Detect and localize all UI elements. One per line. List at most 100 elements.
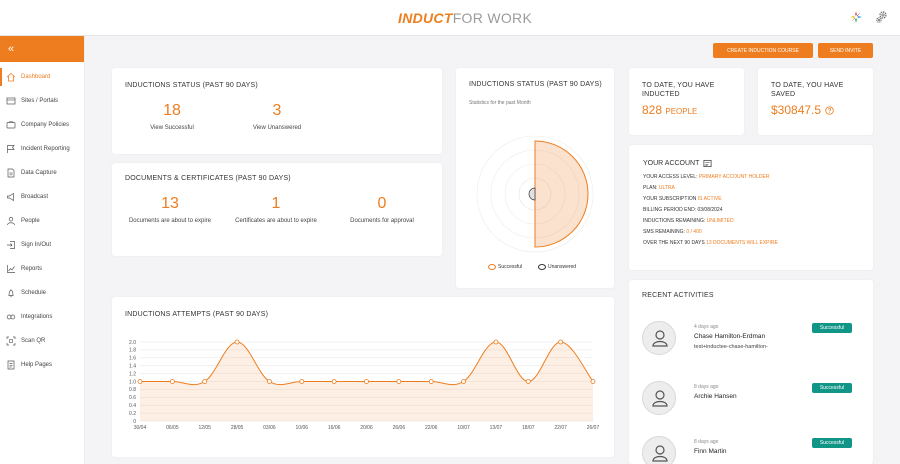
sidebar-item-scan-qr[interactable]: Scan QR — [0, 332, 85, 350]
activity-item[interactable]: 4 days ago Chase Hamilton-Erdman test+in… — [629, 321, 873, 371]
y-tick-label: 2.0 — [129, 340, 136, 346]
create-induction-course-button[interactable]: CREATE INDUCTION COURSE — [713, 43, 813, 58]
send-invite-button[interactable]: SEND INVITE — [818, 43, 873, 58]
legend-successful[interactable]: Successful — [488, 264, 522, 270]
x-tick-label: 18/07 — [522, 425, 535, 431]
unanswered-segment[interactable] — [528, 187, 536, 201]
top-bar: INDUCTFOR WORK — [0, 0, 900, 36]
logo: INDUCTFOR WORK — [398, 10, 533, 26]
sidebar-item-policies[interactable]: Company Policies — [0, 116, 85, 134]
sidebar-item-help[interactable]: Help Pages — [0, 356, 85, 374]
sidebar-item-incident[interactable]: Incident Reporting — [0, 140, 85, 158]
inductions-attempts-card: INDUCTIONS ATTEMPTS (PAST 90 DAYS) 0 0.2 0… — [112, 297, 614, 457]
user-icon — [652, 390, 668, 407]
card-title: DOCUMENTS & CERTIFICATES (PAST 90 DAYS) — [125, 175, 291, 182]
documents-approval-label: Documents for approval — [350, 218, 414, 224]
activity-item[interactable]: 8 days ago Finn Martin Successful — [629, 436, 873, 464]
sidebar-item-label: Dashboard — [21, 74, 51, 80]
view-successful-link[interactable]: View Successful — [150, 125, 194, 131]
x-tick-label: 03/06 — [263, 425, 276, 431]
y-tick-label: 0.4 — [129, 403, 136, 409]
y-tick-label: 0.8 — [129, 387, 136, 393]
legend-swatch-successful — [488, 264, 496, 270]
home-icon — [6, 72, 16, 82]
help-icon — [7, 360, 15, 370]
successful-count: 18 — [163, 102, 181, 119]
settings-gear-icon[interactable] — [874, 9, 890, 25]
legend-unanswered[interactable]: Unanswered — [538, 264, 576, 270]
x-tick-label: 26/06 — [393, 425, 406, 431]
view-unanswered-link[interactable]: View Unanswered — [252, 125, 302, 131]
sidebar-item-sign-in-out[interactable]: Sign In/Out — [0, 236, 85, 254]
data-point — [525, 379, 531, 384]
x-tick-label: 10/06 — [296, 425, 309, 431]
y-tick-label: 1.4 — [129, 364, 136, 370]
saved-value: $30847.5 — [771, 103, 834, 117]
billing-line: BILLING PERIOD END: 03/08/2024 — [643, 207, 723, 213]
x-tick-label: 16/06 — [328, 425, 341, 431]
x-tick-label: 13/07 — [490, 425, 503, 431]
polar-area-chart — [476, 135, 594, 253]
sidebar-item-people[interactable]: People — [0, 212, 85, 230]
sidebar-item-schedule[interactable]: Schedule — [0, 284, 85, 302]
successful-segment[interactable] — [534, 140, 589, 248]
view-successful-stat[interactable]: 18 View Successful — [132, 102, 212, 133]
sidebar-item-dashboard[interactable]: Dashboard — [0, 68, 85, 86]
integrations-icon — [6, 314, 16, 320]
sidebar-item-label: Sign In/Out — [21, 242, 52, 248]
y-tick-label: 0 — [133, 419, 136, 425]
certificates-expire-label: Certificates are about to expire — [235, 218, 317, 224]
sidebar-item-label: Incident Reporting — [21, 146, 70, 152]
access-level-line: YOUR ACCESS LEVEL: PRIMARY ACCOUNT HOLDE… — [643, 174, 770, 180]
documents-expire-count: 13 — [161, 195, 179, 212]
help-circle-icon[interactable] — [825, 105, 834, 115]
card-title: RECENT ACTIVITIES — [642, 292, 714, 299]
qr-icon — [6, 336, 16, 346]
account-card: YOUR ACCOUNT YOUR ACCESS LEVEL: PRIMARY … — [629, 145, 873, 270]
unanswered-count: 3 — [272, 102, 282, 119]
x-tick-label: 12/05 — [198, 425, 211, 431]
documents-expire-stat[interactable]: 13 Documents are about to expire — [124, 195, 216, 226]
sidebar-item-label: Schedule — [21, 290, 47, 296]
activity-email: test+inductee-chase-hamilton- — [694, 344, 768, 350]
sidebar-item-data-capture[interactable]: Data Capture — [0, 164, 85, 182]
user-icon — [652, 445, 668, 462]
y-tick-label: 1.6 — [129, 356, 136, 362]
sidebar-item-label: Reports — [21, 266, 43, 272]
account-card-icon — [703, 159, 712, 168]
documents-approval-stat[interactable]: 0 Documents for approval — [336, 195, 428, 226]
avatar — [642, 436, 676, 464]
y-tick-label: 1.0 — [129, 379, 136, 385]
y-tick-label: 0.2 — [129, 411, 136, 417]
data-capture-icon — [7, 168, 15, 178]
sidebar-item-reports[interactable]: Reports — [0, 260, 85, 278]
incident-icon — [7, 145, 15, 153]
y-tick-label: 1.2 — [129, 371, 136, 377]
sidebar-collapse-button[interactable]: « — [0, 36, 84, 62]
sign-in-out-icon — [7, 241, 15, 249]
sidebar-item-broadcast[interactable]: Broadcast — [0, 188, 85, 206]
activity-item[interactable]: 8 days ago Archie Hansen Successful — [629, 381, 873, 431]
sidebar-item-sites[interactable]: Sites / Portals — [0, 92, 85, 110]
legend-swatch-unanswered — [538, 264, 546, 270]
activity-name: Chase Hamilton-Erdman — [694, 333, 766, 340]
y-tick-label: 0.6 — [129, 395, 136, 401]
company-logo-icon[interactable] — [848, 9, 864, 25]
sidebar-item-label: Company Policies — [21, 122, 70, 128]
status-badge: Successful — [812, 323, 852, 333]
data-point — [364, 379, 369, 384]
sidebar-item-integrations[interactable]: Integrations — [0, 308, 85, 326]
reports-icon — [7, 265, 15, 273]
inductions-status-card: INDUCTIONS STATUS (PAST 90 DAYS) 18 View… — [112, 68, 442, 154]
activity-name: Finn Martin — [694, 448, 727, 455]
data-point — [461, 379, 466, 384]
y-tick-label: 1.8 — [129, 348, 136, 354]
certificates-expire-stat[interactable]: 1 Certificates are about to expire — [230, 195, 322, 226]
plan-line: PLAN: ULTRA — [643, 185, 675, 191]
chart-subtitle: Statistics for the past Month — [469, 100, 531, 106]
policies-icon — [6, 121, 16, 129]
activity-time: 8 days ago — [694, 439, 719, 445]
view-unanswered-stat[interactable]: 3 View Unanswered — [237, 102, 317, 133]
data-point — [202, 379, 208, 384]
inductions-attempts-line-chart: 0 0.2 0.4 0.6 0.8 1.0 1.21.4 1.6 1.8 2.0 30/04 06/0… — [129, 339, 599, 431]
